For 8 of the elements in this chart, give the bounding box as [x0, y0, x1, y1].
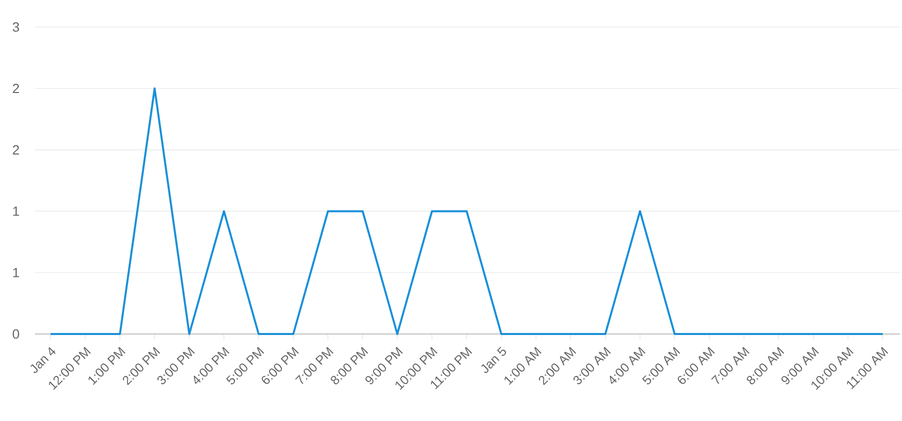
y-tick-label: 2 [12, 84, 19, 94]
x-tick-label: Jan 4 [30, 347, 56, 374]
y-tick-label: 1 [13, 206, 19, 216]
y-tick-label: 3 [12, 22, 20, 32]
x-tick-label: Jan 5 [481, 346, 506, 374]
y-tick-label: 1 [13, 268, 19, 278]
y-tick-label: 0 [12, 329, 20, 339]
y-tick-label: 2 [12, 145, 19, 154]
